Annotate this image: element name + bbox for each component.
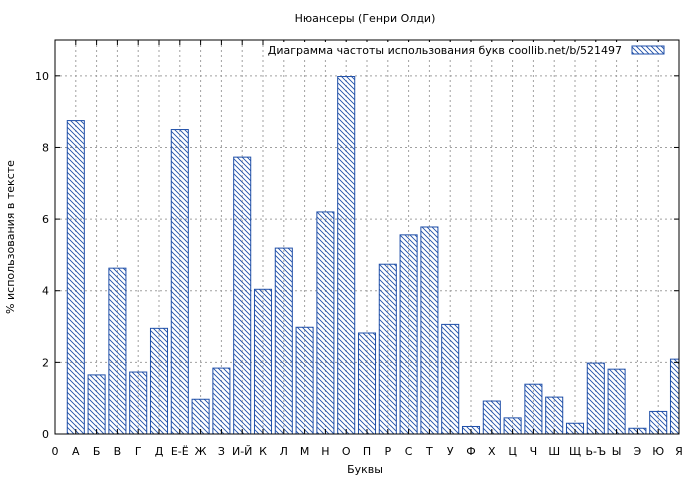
bar-П xyxy=(357,332,377,435)
x-tick-label: Е-Ё xyxy=(171,445,189,458)
bar-Я xyxy=(669,358,680,435)
x-tick-label: Ю xyxy=(652,445,664,458)
y-tick-label: 6 xyxy=(42,213,49,226)
x-tick-label: С xyxy=(405,445,413,458)
bar-О xyxy=(337,76,356,435)
bar-Г xyxy=(129,371,148,435)
x-tick-label: Ы xyxy=(612,445,622,458)
bar-Ы xyxy=(607,368,626,435)
y-tick-label: 8 xyxy=(42,141,49,154)
x-tick-label: П xyxy=(363,445,371,458)
bar-Е-Ё xyxy=(170,129,189,435)
bar-В xyxy=(108,267,127,435)
x-tick-label: 0 xyxy=(52,445,59,458)
x-tick-label: Д xyxy=(155,445,164,458)
legend-swatch xyxy=(631,45,665,55)
x-tick-label: И-Й xyxy=(232,445,252,458)
y-tick-label: 10 xyxy=(35,70,49,83)
x-axis: 0 А Б В Г Д Е-Ё Ж З И-Й К Л М Н О П Р С Т У Ф Х Ц Ч Ш Щ Ь-Ъ Ы Э Ю Я xyxy=(52,40,683,458)
x-tick-label: Ь-Ъ xyxy=(585,445,606,458)
y-tick-label: 4 xyxy=(42,285,49,298)
x-tick-label: Ц xyxy=(508,445,517,458)
x-tick-label: Х xyxy=(488,445,496,458)
y-tick-label: 2 xyxy=(42,356,49,369)
legend: Диаграмма частоты использования букв coo… xyxy=(268,42,674,58)
x-tick-label: Ф xyxy=(466,445,475,458)
bar-З xyxy=(212,367,231,435)
bar-А xyxy=(66,120,85,435)
bar-Ь-Ъ xyxy=(586,362,605,435)
x-tick-label: З xyxy=(218,445,225,458)
bar-Л xyxy=(274,247,293,435)
legend-label: Диаграмма частоты использования букв coo… xyxy=(268,44,622,57)
bar-И-Й xyxy=(233,156,252,435)
x-tick-label: Я xyxy=(675,445,683,458)
bar-Ж xyxy=(191,398,210,435)
x-tick-label: Э xyxy=(634,445,642,458)
bar-К xyxy=(253,288,273,435)
x-tick-label: Б xyxy=(93,445,101,458)
x-tick-label: Щ xyxy=(569,445,581,458)
y-tick-label: 0 xyxy=(42,428,49,441)
x-tick-label: Т xyxy=(425,445,433,458)
x-tick-label: У xyxy=(447,445,454,458)
bar-Т xyxy=(420,226,439,435)
x-tick-label: О xyxy=(342,445,351,458)
x-tick-label: К xyxy=(259,445,267,458)
x-tick-label: А xyxy=(72,445,80,458)
x-tick-label: Н xyxy=(321,445,329,458)
bar-М xyxy=(295,326,314,435)
bar-Н xyxy=(316,211,335,435)
x-tick-label: Ш xyxy=(548,445,560,458)
y-axis-label: % использования в тексте xyxy=(4,160,17,314)
y-axis: 0 2 4 6 8 10 xyxy=(35,70,679,441)
x-tick-label: В xyxy=(114,445,122,458)
x-tick-label: Р xyxy=(384,445,391,458)
chart-title: Нюансеры (Генри Олди) xyxy=(295,12,436,25)
bar-С xyxy=(399,234,418,435)
x-tick-label: Г xyxy=(135,445,142,458)
bar-Ш xyxy=(545,396,564,435)
bar-Ч xyxy=(524,383,543,435)
x-axis-label: Буквы xyxy=(347,463,383,476)
legend-box xyxy=(270,42,674,58)
bar-Б xyxy=(87,374,106,435)
x-tick-label: Ч xyxy=(530,445,538,458)
bar-series xyxy=(66,76,680,435)
bar-У xyxy=(441,323,460,435)
x-tick-label: Ж xyxy=(195,445,207,458)
x-tick-label: Л xyxy=(280,445,288,458)
bar-Д xyxy=(149,327,169,435)
x-tick-label: М xyxy=(300,445,310,458)
bar-Р xyxy=(378,263,397,435)
